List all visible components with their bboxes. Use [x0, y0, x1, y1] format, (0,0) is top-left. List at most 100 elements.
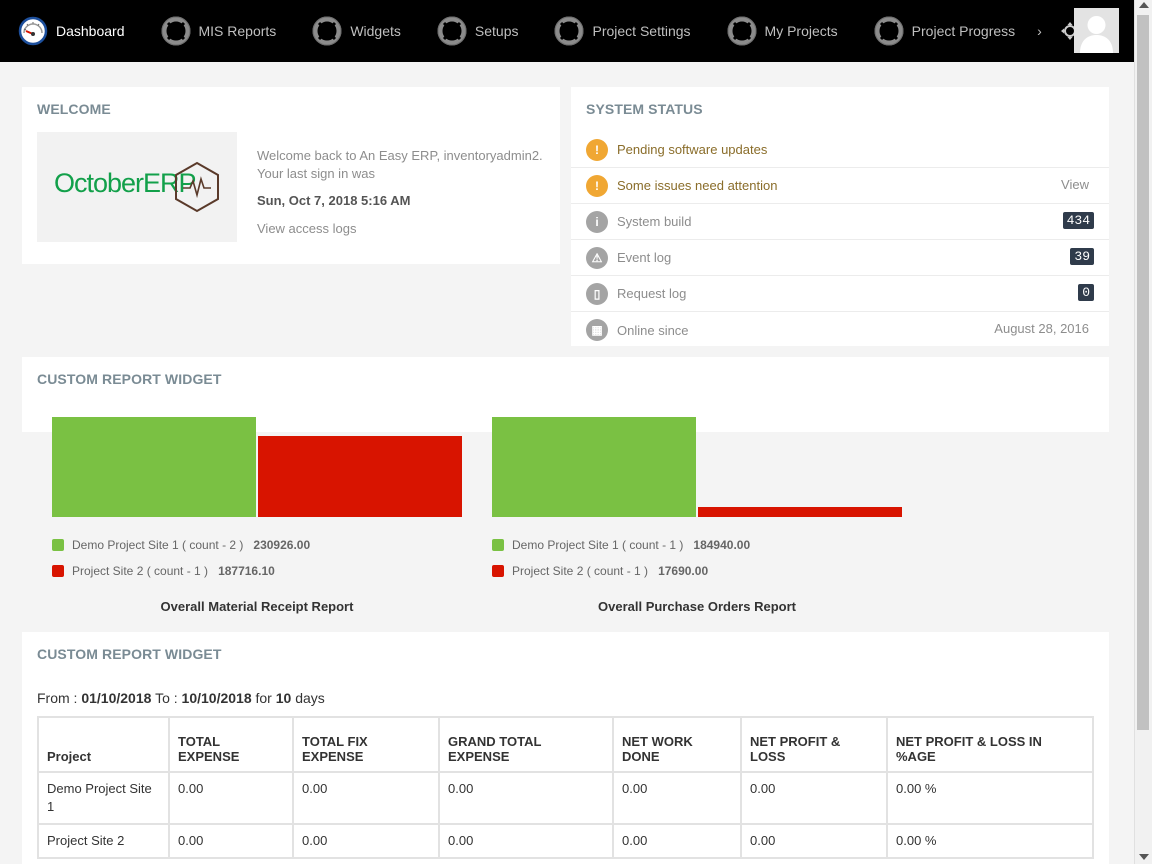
- vertical-scrollbar[interactable]: [1134, 0, 1152, 864]
- chart-1-bar-2[interactable]: [258, 436, 462, 517]
- status-icon: !: [586, 174, 608, 197]
- nav-item-mis-reports[interactable]: MIS Reports: [143, 0, 295, 62]
- status-label: Pending software updates: [617, 142, 768, 157]
- scroll-up-arrow[interactable]: [1139, 2, 1149, 8]
- nav-item-setups[interactable]: Setups: [419, 0, 537, 62]
- legend-swatch: [492, 539, 504, 551]
- nav-item-my-projects[interactable]: My Projects: [709, 0, 856, 62]
- welcome-title: Welcome: [37, 101, 111, 117]
- status-label: Some issues need attention: [617, 178, 778, 193]
- status-list: ! Pending software updates! Some issues ne…: [571, 132, 1109, 348]
- to-date: 10/10/2018: [181, 690, 252, 706]
- nav-item-label: My Projects: [764, 23, 838, 39]
- welcome-message: Welcome back to An Easy ERP, inventoryad…: [257, 148, 543, 181]
- date-range: From : 01/10/2018 To : 10/10/2018 for 10…: [37, 690, 325, 706]
- table-widget-title: Custom Report Widget: [37, 646, 222, 662]
- column-header: GRAND TOTAL EXPENSE: [438, 716, 614, 773]
- status-row-system-build[interactable]: i System build 434: [571, 204, 1109, 240]
- column-header: Project: [37, 716, 170, 773]
- status-icon: ▦: [586, 319, 608, 341]
- chart-1-bar-1[interactable]: [52, 417, 256, 517]
- view-access-logs-link[interactable]: View access logs: [257, 221, 357, 236]
- status-badge: 0: [1078, 284, 1094, 301]
- nav-item-label: Project Progress: [911, 23, 1016, 39]
- chart-2-bar-2[interactable]: [698, 507, 902, 517]
- user-avatar[interactable]: [1074, 8, 1119, 53]
- chart-2-bar-1[interactable]: [492, 417, 696, 517]
- table-cell: 0.00: [168, 823, 294, 859]
- user-silhouette-icon: [1074, 8, 1119, 53]
- table-cell: 0.00: [292, 771, 440, 825]
- heartbeat-hexagon-icon: [175, 161, 219, 213]
- view-issues-link[interactable]: View: [1061, 177, 1089, 192]
- legend-value: 184940.00: [693, 538, 751, 552]
- legend-swatch: [52, 565, 64, 577]
- nav-item-label: Setups: [474, 23, 519, 39]
- table-row: Demo Project Site 1 0.00 0.00 0.00 0.00 0.00 0…: [37, 771, 1094, 825]
- nav-item-label: Dashboard: [56, 23, 125, 39]
- legend-item[interactable]: Project Site 2 ( count - 1 ) 187716.10: [52, 558, 310, 584]
- chart-1-caption: Overall Material Receipt Report: [160, 599, 354, 614]
- status-badge: 434: [1062, 212, 1094, 229]
- lifebuoy-icon: [554, 16, 584, 46]
- legend-value: 187716.10: [218, 564, 275, 578]
- table-cell: 0.00: [438, 771, 614, 825]
- column-header: NET PROFIT & LOSS IN %AGE: [886, 716, 1094, 773]
- table-cell: 0.00: [740, 771, 888, 825]
- status-icon: ▯: [586, 282, 608, 305]
- nav-item-project-progress[interactable]: Project Progress: [856, 0, 1033, 62]
- column-header: TOTAL EXPENSE: [168, 716, 294, 773]
- lifebuoy-icon: [727, 16, 757, 46]
- days-count: 10: [275, 690, 292, 706]
- status-row-online-since[interactable]: ▦ Online since August 28, 2016: [571, 312, 1109, 348]
- lifebuoy-icon: [312, 16, 342, 46]
- status-label: Online since: [617, 322, 689, 338]
- nav-item-dashboard[interactable]: Dashboard: [0, 0, 143, 62]
- status-label: Request log: [617, 286, 687, 301]
- table-row: Project Site 2 0.00 0.00 0.00 0.00 0.00 0.00 %: [37, 823, 1094, 859]
- nav-item-widgets[interactable]: Widgets: [294, 0, 419, 62]
- legend-item[interactable]: Demo Project Site 1 ( count - 2 ) 230926.…: [52, 532, 310, 558]
- legend-label: Demo Project Site 1 ( count - 2 ): [72, 538, 244, 552]
- status-row-some-issues-need-attention[interactable]: ! Some issues need attention View: [571, 168, 1109, 204]
- nav-item-label: Project Settings: [592, 23, 691, 39]
- speedometer-icon: [18, 16, 48, 46]
- for-label: for: [255, 690, 272, 706]
- table-cell: 0.00: [612, 823, 742, 859]
- status-icon: !: [586, 138, 608, 161]
- status-row-event-log[interactable]: ⚠ Event log 39: [571, 240, 1109, 276]
- table-header-row: Project TOTAL EXPENSE TOTAL FIX EXPENSE GRA…: [37, 716, 1094, 773]
- logo: OctoberERP: [37, 132, 237, 242]
- welcome-panel: Welcome OctoberERP Welcome back to An Ea…: [22, 87, 560, 264]
- status-icon: ⚠: [586, 246, 608, 269]
- system-status-title: System Status: [586, 101, 703, 117]
- table-cell: 0.00 %: [886, 771, 1094, 825]
- scroll-down-arrow[interactable]: [1139, 854, 1149, 860]
- status-icon: i: [586, 210, 608, 233]
- scroll-thumb[interactable]: [1137, 15, 1149, 730]
- nav-more-chevron[interactable]: ›: [1037, 23, 1042, 39]
- table-cell: 0.00: [612, 771, 742, 825]
- table-cell: Project Site 2: [37, 823, 170, 859]
- legend-label: Project Site 2 ( count - 1 ): [512, 564, 649, 578]
- report-table: Project TOTAL EXPENSE TOTAL FIX EXPENSE GRA…: [37, 716, 1094, 859]
- status-badge: 39: [1070, 248, 1094, 265]
- legend-item[interactable]: Project Site 2 ( count - 1 ) 17690.00: [492, 558, 750, 584]
- custom-report-widget-table: Custom Report Widget From : 01/10/2018 T…: [22, 632, 1109, 864]
- status-row-pending-software-updates[interactable]: ! Pending software updates: [571, 132, 1109, 168]
- table-cell: 0.00: [168, 771, 294, 825]
- lifebuoy-icon: [874, 16, 904, 46]
- nav-item-label: MIS Reports: [198, 23, 277, 39]
- to-label: To :: [155, 690, 178, 706]
- from-date: 01/10/2018: [81, 690, 152, 706]
- last-sign-in: Sun, Oct 7, 2018 5:16 AM: [257, 193, 411, 208]
- system-status-panel: System Status ! Pending software updates!…: [571, 87, 1109, 346]
- nav-item-project-settings[interactable]: Project Settings: [536, 0, 708, 62]
- legend-label: Demo Project Site 1 ( count - 1 ): [512, 538, 684, 552]
- status-row-request-log[interactable]: ▯ Request log 0: [571, 276, 1109, 312]
- legend-value: 17690.00: [658, 564, 709, 578]
- lifebuoy-icon: [437, 16, 467, 46]
- legend-item[interactable]: Demo Project Site 1 ( count - 1 ) 184940.…: [492, 532, 750, 558]
- chart-2-legend: Demo Project Site 1 ( count - 1 ) 184940.…: [492, 532, 750, 584]
- table-cell: 0.00: [438, 823, 614, 859]
